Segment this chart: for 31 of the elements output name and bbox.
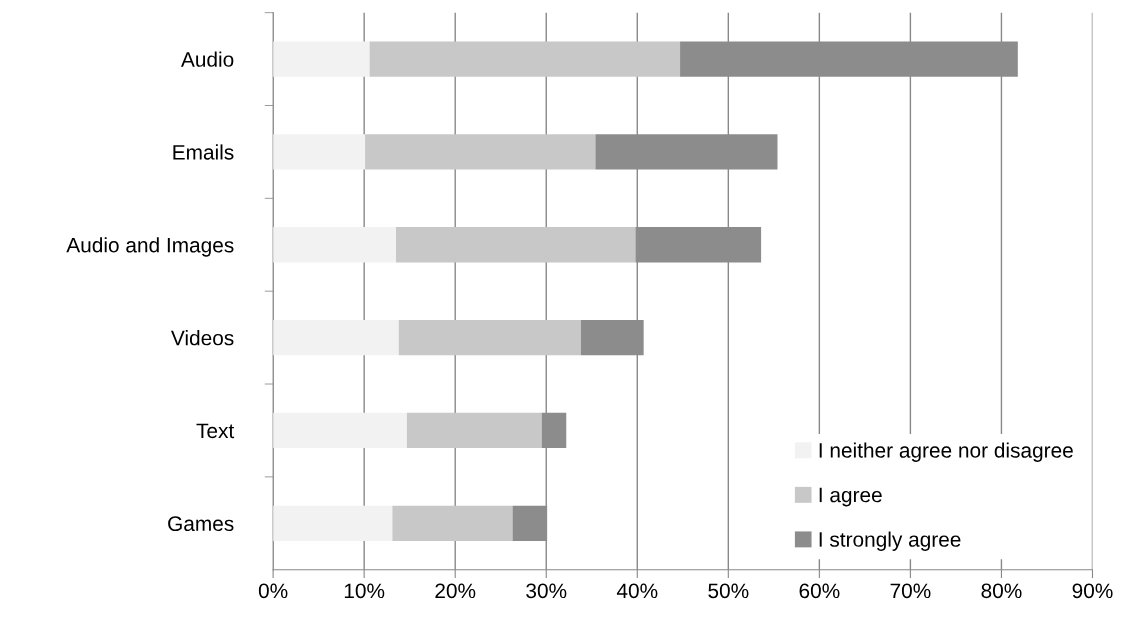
y-tick-label: Text: [196, 423, 235, 439]
x-tick-label: 80%: [981, 583, 1022, 599]
bar: [369, 41, 681, 77]
x-tick-label: 70%: [890, 583, 931, 599]
x-tick-label: 10%: [344, 583, 385, 599]
x-tick-label: 30%: [526, 583, 567, 599]
y-tick-label: Audio: [180, 51, 234, 67]
bar: [273, 319, 399, 356]
bar: [273, 227, 397, 263]
bar: [392, 505, 513, 541]
x-tick-label: 50%: [708, 583, 749, 599]
bar: [273, 41, 370, 77]
y-tick-label: Games: [168, 516, 234, 532]
bar: [398, 319, 581, 356]
y-tick-label: Emails: [173, 144, 234, 160]
bar: [406, 412, 542, 449]
bar: [273, 134, 366, 170]
x-tick-label: 90%: [1072, 583, 1113, 599]
x-tick-label: 0%: [258, 583, 288, 599]
bar: [365, 134, 596, 170]
bar: [396, 227, 636, 263]
x-tick-label: 20%: [435, 583, 476, 599]
x-tick-label: 40%: [616, 583, 658, 599]
bar: [273, 412, 407, 449]
y-tick-label: Audio and Images: [66, 237, 234, 257]
bar: [273, 505, 393, 541]
x-tick-label: 60%: [799, 583, 840, 599]
legend-label: I agree: [819, 487, 882, 507]
y-tick-label: Videos: [170, 330, 234, 346]
legend-label: I neither agree nor disagree: [819, 442, 1073, 462]
legend-label: I strongly agree: [819, 531, 961, 551]
